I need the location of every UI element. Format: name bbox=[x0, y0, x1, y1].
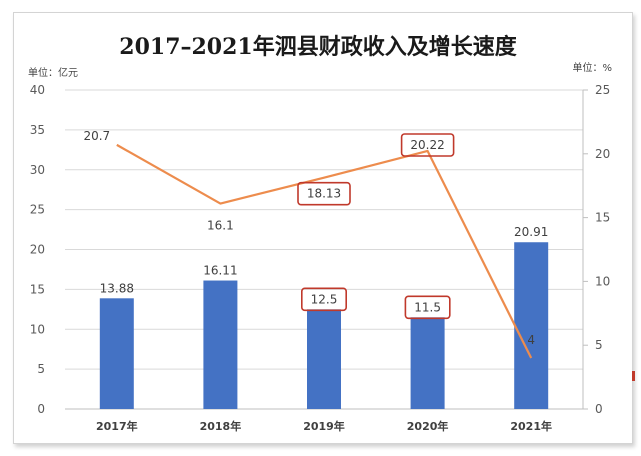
left-tick-label: 10 bbox=[30, 322, 45, 336]
line-value-label: 18.13 bbox=[307, 187, 341, 201]
line-value-label: 20.7 bbox=[83, 129, 110, 143]
right-axis-unit: 单位：% bbox=[572, 61, 612, 74]
bar-value-label: 13.88 bbox=[100, 281, 134, 295]
right-tick-label: 25 bbox=[595, 83, 610, 97]
left-tick-label: 15 bbox=[30, 282, 45, 296]
bar bbox=[99, 298, 134, 409]
bar bbox=[307, 309, 341, 409]
x-axis: 2017年 2018年 2019年 2020年 2021年 bbox=[96, 419, 552, 433]
left-axis: 0 5 10 15 20 25 30 35 40 bbox=[30, 83, 45, 416]
highlight-box bbox=[404, 295, 451, 320]
right-tick-label: 0 bbox=[595, 402, 603, 416]
x-tick-label: 2017年 bbox=[96, 419, 138, 433]
highlight-box bbox=[300, 287, 347, 312]
right-tick-label: 15 bbox=[595, 211, 610, 225]
line-path bbox=[116, 143, 533, 359]
left-tick-label: 0 bbox=[37, 402, 45, 416]
edge-marker bbox=[632, 371, 635, 381]
bar-value-label: 12.5 bbox=[311, 292, 338, 306]
left-tick-label: 5 bbox=[37, 362, 45, 376]
line-series: 20.7 16.1 18.13 20.22 4 bbox=[83, 129, 535, 359]
right-tick-label: 10 bbox=[595, 274, 610, 288]
left-tick-label: 35 bbox=[30, 123, 45, 137]
right-axis: 0 5 10 15 20 25 bbox=[582, 83, 610, 416]
line-value-label: 20.22 bbox=[410, 138, 444, 152]
x-tick-label: 2021年 bbox=[510, 419, 552, 433]
bar-value-label: 16.11 bbox=[203, 264, 237, 278]
bar bbox=[410, 317, 445, 409]
left-tick-label: 40 bbox=[30, 83, 45, 97]
x-tick-label: 2020年 bbox=[407, 419, 449, 433]
left-tick-label: 30 bbox=[30, 163, 45, 177]
bar bbox=[514, 242, 549, 409]
line-value-label: 16.1 bbox=[207, 219, 234, 233]
bar bbox=[203, 280, 238, 409]
x-tick-label: 2019年 bbox=[303, 419, 345, 433]
right-tick-label: 5 bbox=[595, 338, 603, 352]
bar-series: 13.88 16.11 12.5 11.5 20.91 bbox=[99, 225, 549, 409]
right-tick-label: 20 bbox=[595, 147, 610, 161]
highlight-box bbox=[297, 181, 351, 206]
left-axis-unit: 单位：亿元 bbox=[28, 66, 78, 79]
left-tick-label: 25 bbox=[30, 203, 45, 217]
x-tick-label: 2018年 bbox=[200, 419, 242, 433]
highlight-box bbox=[400, 133, 455, 157]
chart-title: 2017–2021年泗县财政收入及增长速度 bbox=[119, 34, 517, 60]
bar-value-label: 20.91 bbox=[514, 225, 548, 239]
line-value-label: 4 bbox=[527, 333, 535, 347]
left-tick-label: 20 bbox=[30, 243, 45, 257]
bar-value-label: 11.5 bbox=[414, 300, 441, 314]
